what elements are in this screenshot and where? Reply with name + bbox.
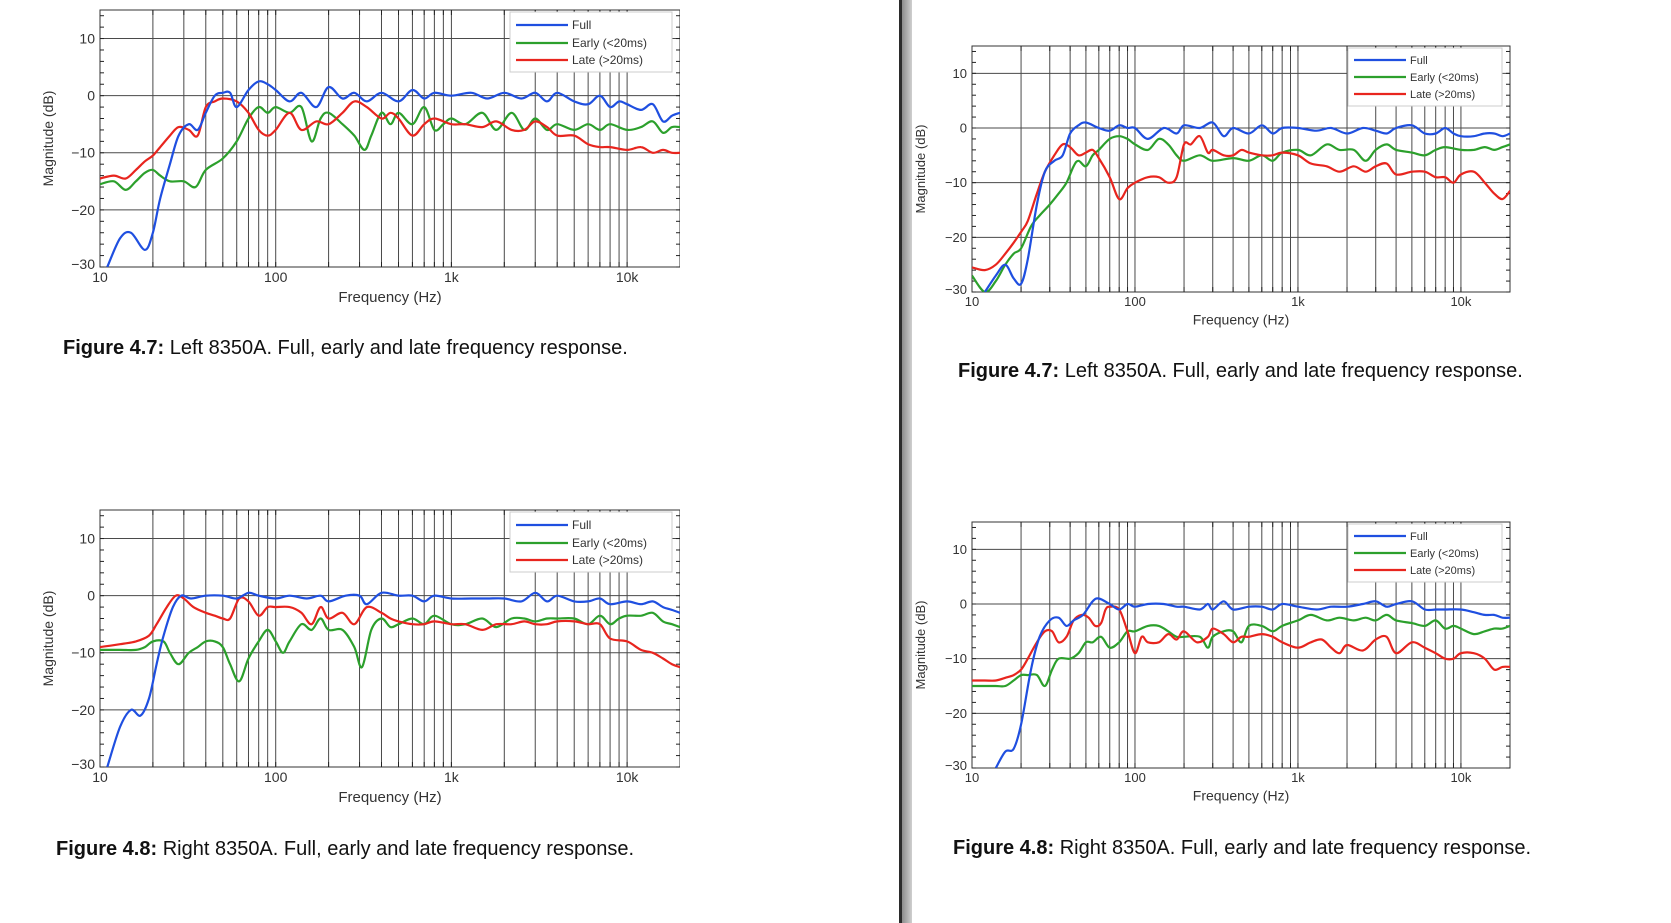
- x-tick-label: 10k: [1450, 294, 1471, 309]
- legend-label-full: Full: [1410, 55, 1428, 67]
- y-grid: [972, 50, 1510, 293]
- x-tick-label: 100: [264, 269, 288, 285]
- series-line-full: [983, 121, 1510, 292]
- legend: Full Early (<20ms) Late (>20ms): [1347, 523, 1503, 583]
- x-tick-label: 10: [92, 769, 108, 785]
- caption-figure-text: Right 8350A. Full, early and late freque…: [1054, 837, 1532, 859]
- series-line-late: [100, 97, 680, 180]
- x-axis-title: Frequency (Hz): [1193, 312, 1289, 328]
- caption-figure-label: Figure 4.7:: [63, 337, 165, 359]
- legend: Full Early (<20ms) Late (>20ms): [509, 511, 673, 573]
- x-axis-title: Frequency (Hz): [1193, 788, 1289, 804]
- legend-label-early: Early (<20ms): [1410, 548, 1479, 560]
- x-tick-label: 100: [1124, 770, 1146, 785]
- caption-right-fig-4-7: Figure 4.7: Left 8350A. Full, early and …: [958, 360, 1523, 383]
- y-tick-label: 0: [960, 121, 967, 136]
- y-tick-label: 0: [960, 597, 967, 612]
- legend-label-full: Full: [572, 18, 591, 32]
- caption-figure-text: Left 8350A. Full, early and late frequen…: [1059, 360, 1523, 382]
- right-document-pane[interactable]: 10 100 1k 10k 10 0 −10 −20 −30 Frequency (Hz) Magn…: [912, 0, 1671, 923]
- y-tick-label: 10: [953, 542, 967, 557]
- series-line-late: [100, 594, 680, 669]
- x-tick-label: 100: [1124, 294, 1146, 309]
- legend-label-early: Early (<20ms): [572, 36, 647, 50]
- caption-figure-label: Figure 4.7:: [958, 360, 1060, 382]
- legend-label-late: Late (>20ms): [1410, 89, 1475, 101]
- legend-label-full: Full: [572, 518, 591, 532]
- y-tick-label: −10: [71, 145, 95, 161]
- x-tick-label: 1k: [444, 769, 460, 785]
- series-line-late: [972, 134, 1510, 272]
- series-line-late: [972, 605, 1510, 682]
- x-tick-label: 10k: [1450, 770, 1471, 785]
- y-axis-title: Magnitude (dB): [913, 601, 928, 690]
- y-tick-label: 0: [87, 88, 95, 104]
- caption-figure-label: Figure 4.8:: [953, 837, 1055, 859]
- y-tick-label: −30: [945, 758, 967, 773]
- legend-label-full: Full: [1410, 531, 1428, 543]
- x-tick-label: 1k: [1291, 294, 1305, 309]
- series-line-early: [972, 613, 1510, 688]
- y-axis-title: Magnitude (dB): [913, 125, 928, 214]
- caption-right-fig-4-8: Figure 4.8: Right 8350A. Full, early and…: [953, 837, 1531, 860]
- x-grid: [1020, 46, 1462, 292]
- pane-divider[interactable]: [899, 0, 902, 923]
- y-tick-label: 10: [79, 530, 95, 546]
- y-tick-label: −30: [71, 256, 95, 272]
- y-tick-label: 10: [953, 66, 967, 81]
- y-tick-label: −20: [71, 202, 95, 218]
- y-tick-label: −30: [71, 756, 95, 772]
- x-axis-title: Frequency (Hz): [338, 789, 441, 806]
- caption-left-fig-4-8: Figure 4.8: Right 8350A. Full, early and…: [56, 838, 634, 861]
- legend: Full Early (<20ms) Late (>20ms): [1347, 47, 1503, 107]
- y-tick-label: −20: [945, 230, 967, 245]
- legend: Full Early (<20ms) Late (>20ms): [509, 11, 673, 73]
- legend-label-late: Late (>20ms): [572, 53, 643, 67]
- x-tick-label: 100: [264, 769, 288, 785]
- x-axis-title: Frequency (Hz): [338, 289, 441, 306]
- series-line-early: [100, 104, 680, 191]
- y-tick-label: −10: [71, 645, 95, 661]
- series-line-full: [106, 591, 680, 767]
- y-tick-label: −20: [71, 702, 95, 718]
- x-tick-label: 10: [965, 294, 979, 309]
- caption-figure-label: Figure 4.8:: [56, 838, 158, 860]
- y-tick-label: 0: [87, 588, 95, 604]
- y-tick-label: −30: [945, 282, 967, 297]
- caption-figure-text: Right 8350A. Full, early and late freque…: [157, 838, 635, 860]
- y-tick-label: −20: [945, 706, 967, 721]
- x-tick-label: 10: [92, 269, 108, 285]
- legend-label-late: Late (>20ms): [572, 553, 643, 567]
- y-axis-title: Magnitude (dB): [40, 91, 56, 187]
- x-tick-label: 10: [965, 770, 979, 785]
- legend-label-late: Late (>20ms): [1410, 565, 1475, 577]
- left-document-pane[interactable]: 10 100 1k 10k 10 0 −10 −20 −30 Frequency (Hz) Magn…: [0, 0, 899, 923]
- series-line-full: [994, 597, 1510, 768]
- x-tick-label: 1k: [444, 269, 460, 285]
- y-tick-label: −10: [945, 651, 967, 666]
- series-line-full: [106, 80, 680, 267]
- x-grid: [152, 510, 628, 767]
- series-line-early: [972, 135, 1510, 292]
- y-axis-title: Magnitude (dB): [40, 591, 56, 687]
- caption-left-fig-4-7: Figure 4.7: Left 8350A. Full, early and …: [63, 337, 628, 360]
- caption-figure-text: Left 8350A. Full, early and late frequen…: [164, 337, 628, 359]
- x-tick-label: 10k: [616, 269, 640, 285]
- legend-label-early: Early (<20ms): [572, 536, 647, 550]
- y-tick-label: 10: [79, 30, 95, 46]
- legend-label-early: Early (<20ms): [1410, 72, 1479, 84]
- x-tick-label: 10k: [616, 769, 640, 785]
- x-tick-label: 1k: [1291, 770, 1305, 785]
- y-tick-label: −10: [945, 175, 967, 190]
